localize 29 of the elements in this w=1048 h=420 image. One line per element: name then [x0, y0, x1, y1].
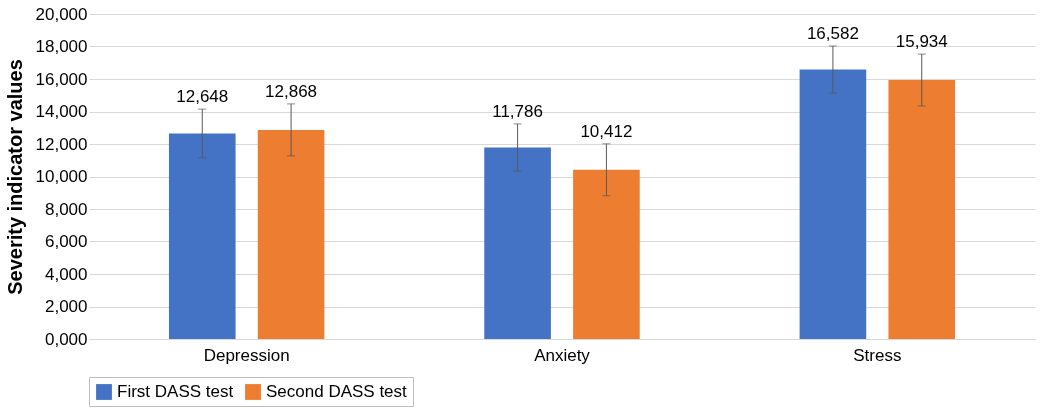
y-tick-label: 2,000: [44, 297, 88, 316]
data-label: 10,412: [580, 121, 633, 141]
y-tick-label: 14,000: [35, 102, 88, 121]
y-tick-label: 12,000: [35, 134, 88, 154]
x-tick-label: Stress: [853, 345, 902, 365]
data-label: 12,868: [265, 81, 318, 101]
y-tick-label: 18,000: [35, 37, 88, 56]
bar: [168, 133, 236, 339]
x-tick-label: Depression: [203, 345, 290, 365]
bar: [799, 69, 867, 339]
bar: [257, 129, 325, 339]
bar: [573, 169, 640, 339]
bar: [888, 80, 956, 339]
legend-label: First DASS test: [117, 382, 234, 401]
y-tick-label: 4,000: [44, 264, 88, 284]
y-tick-label: 6,000: [44, 232, 88, 251]
data-label: 15,934: [895, 32, 948, 52]
data-label: 16,582: [806, 23, 859, 43]
y-axis-title: Severity indicator values: [3, 59, 26, 295]
y-tick-label: 8,000: [44, 199, 88, 219]
y-tick-label: 16,000: [35, 69, 88, 89]
y-tick-label: 20,000: [35, 4, 88, 24]
y-tick-label: 10,000: [35, 167, 88, 186]
y-tick-label: 0,000: [44, 329, 88, 349]
x-tick-label: Anxiety: [534, 345, 591, 365]
legend-label: Second DASS test: [266, 382, 408, 401]
bar: [484, 147, 551, 339]
data-label: 12,648: [176, 87, 229, 107]
data-label: 11,786: [492, 101, 543, 121]
